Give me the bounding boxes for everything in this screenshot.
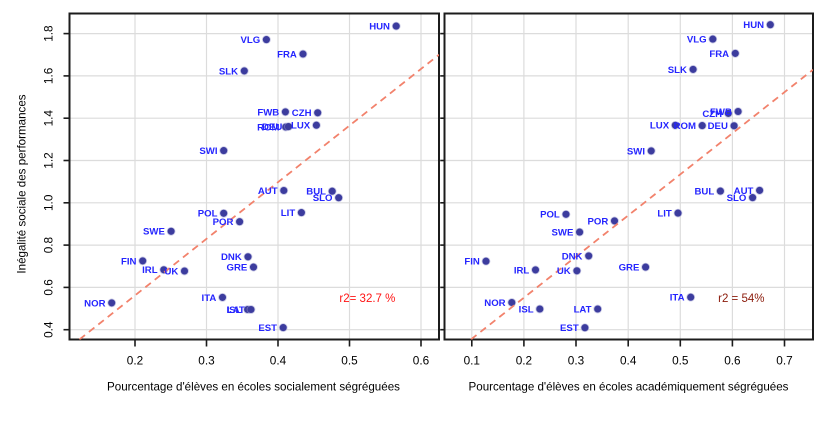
svg-text:HUN: HUN [369,22,390,33]
svg-text:IRL: IRL [142,265,158,276]
svg-text:ROM: ROM [257,122,279,133]
svg-text:0.4: 0.4 [620,354,637,368]
svg-text:0.4: 0.4 [42,321,56,338]
svg-text:r2 = 54%: r2 = 54% [718,293,764,305]
svg-text:LAT: LAT [574,304,592,315]
svg-text:GRE: GRE [619,263,640,274]
svg-text:0.3: 0.3 [198,354,215,368]
svg-text:FWB: FWB [257,107,279,118]
svg-text:0.6: 0.6 [42,279,56,296]
svg-text:CZH: CZH [292,108,312,119]
svg-text:ITA: ITA [202,293,217,304]
svg-text:0.6: 0.6 [413,354,430,368]
svg-text:POR: POR [588,216,609,227]
svg-text:DEU: DEU [708,121,728,132]
svg-text:FRA: FRA [277,49,297,60]
svg-text:1.4: 1.4 [42,110,56,127]
svg-text:0.3: 0.3 [568,354,585,368]
svg-text:Pourcentage d'élèves en écoles: Pourcentage d'élèves en écoles socialeme… [107,381,400,394]
svg-text:ISL: ISL [519,304,534,315]
svg-text:1.0: 1.0 [42,194,56,211]
svg-text:EST: EST [560,323,579,334]
svg-text:UK: UK [164,266,178,277]
svg-text:LIT: LIT [281,208,296,219]
svg-text:Pourcentage d'élèves en écoles: Pourcentage d'élèves en écoles académiqu… [469,381,789,394]
svg-text:SLK: SLK [219,66,238,77]
svg-text:AUT: AUT [734,186,754,197]
svg-text:SLK: SLK [668,65,687,76]
svg-text:0.2: 0.2 [516,354,532,368]
svg-text:VLG: VLG [240,35,260,46]
svg-text:CZH: CZH [702,109,722,120]
svg-text:POL: POL [540,210,560,221]
svg-text:HUN: HUN [743,20,764,31]
svg-text:FIN: FIN [121,256,137,267]
svg-text:LIT: LIT [657,209,672,220]
svg-text:LUX: LUX [650,121,670,132]
svg-text:0.1: 0.1 [464,354,480,368]
svg-text:0.6: 0.6 [724,354,741,368]
svg-text:IRL: IRL [514,265,530,276]
svg-text:SWE: SWE [552,228,574,239]
svg-text:DNK: DNK [562,251,583,262]
svg-text:AUT: AUT [258,186,278,197]
svg-text:r2= 32.7 %: r2= 32.7 % [339,293,395,305]
svg-text:ISL: ISL [226,305,241,316]
svg-text:DNK: DNK [221,252,242,263]
svg-text:GRE: GRE [227,263,248,274]
svg-text:FRA: FRA [709,49,729,60]
svg-text:1.6: 1.6 [42,67,56,84]
svg-text:VLG: VLG [687,35,707,46]
svg-text:0.5: 0.5 [672,354,689,368]
svg-text:LAT: LAT [227,305,245,316]
svg-text:DEU: DEU [262,122,282,133]
svg-text:FIN: FIN [464,257,480,268]
svg-text:0.5: 0.5 [341,354,358,368]
svg-text:FWB: FWB [710,107,732,118]
svg-text:SWI: SWI [199,146,217,157]
svg-text:SLO: SLO [727,193,747,204]
svg-text:0.4: 0.4 [270,354,287,368]
svg-text:NOR: NOR [84,298,105,309]
svg-text:POR: POR [213,217,234,228]
svg-text:SLO: SLO [313,193,333,204]
svg-text:BUL: BUL [306,187,326,198]
svg-text:POL: POL [198,209,218,220]
svg-text:EST: EST [258,323,277,334]
svg-text:LUX: LUX [291,121,311,132]
svg-text:0.7: 0.7 [776,354,792,368]
svg-text:0.2: 0.2 [127,354,143,368]
svg-text:0.8: 0.8 [42,236,56,253]
svg-text:UK: UK [557,266,571,277]
svg-text:ROM: ROM [674,121,696,132]
svg-text:1.8: 1.8 [42,25,56,42]
svg-text:BUL: BUL [694,187,714,198]
svg-text:1.2: 1.2 [42,152,56,168]
svg-text:ITA: ITA [670,293,685,304]
svg-text:Inégalité sociale des performa: Inégalité sociale des performances [16,94,29,273]
svg-text:NOR: NOR [484,298,505,309]
svg-text:SWI: SWI [627,146,645,157]
svg-text:SWE: SWE [143,227,165,238]
